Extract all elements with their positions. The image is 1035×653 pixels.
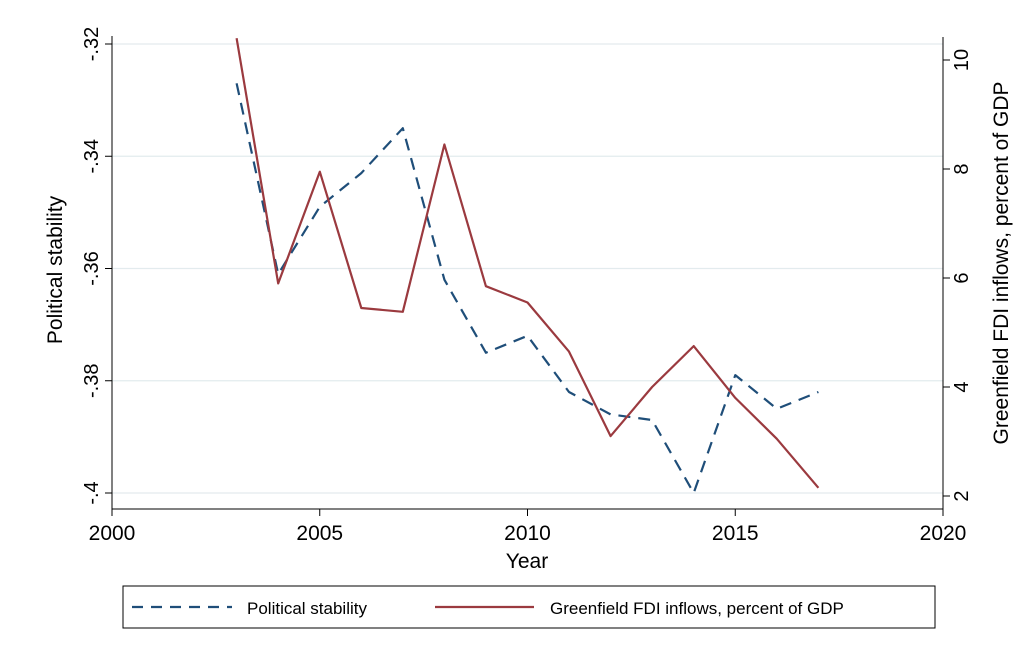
x-tick-label: 2000 [89,522,136,545]
y-right-tick-label: 10 [951,49,973,71]
x-tick-label: 2010 [504,522,551,545]
y-axis-right-label: Greenfield FDI inflows, percent of GDP [990,82,1013,445]
series-line-political-stability [235,83,819,495]
y-left-tick-label: -.38 [81,364,103,398]
legend-label-political-stability: Political stability [247,599,367,618]
series-lines [235,38,820,495]
y-left-tick-label: -.34 [81,139,103,173]
legend: Political stability Greenfield FDI inflo… [122,585,936,629]
y-right-tick-label: 4 [951,381,973,392]
x-tick-label: 2005 [296,522,343,545]
y-left-tick-label: -.36 [81,251,103,285]
y-right-tick-label: 6 [951,272,973,283]
y-right-tick-label: 2 [951,490,973,501]
x-tick-label: 2015 [712,522,759,545]
gridlines [112,43,943,494]
x-axis-label: Year [506,550,548,573]
series-line-greenfield-fdi [235,38,820,489]
x-tick-label: 2020 [920,522,967,545]
legend-label-greenfield-fdi: Greenfield FDI inflows, percent of GDP [550,599,844,618]
y-left-tick-label: -.32 [81,27,103,61]
tick-labels: -.32 -.34 -.36 -.38 -.4 10 8 6 4 2 2000 2005 2010 201… [81,27,973,545]
y-right-tick-label: 8 [951,163,973,174]
axes [105,36,950,516]
y-axis-left-label: Political stability [44,195,67,344]
y-left-tick-label: -.4 [81,481,103,504]
